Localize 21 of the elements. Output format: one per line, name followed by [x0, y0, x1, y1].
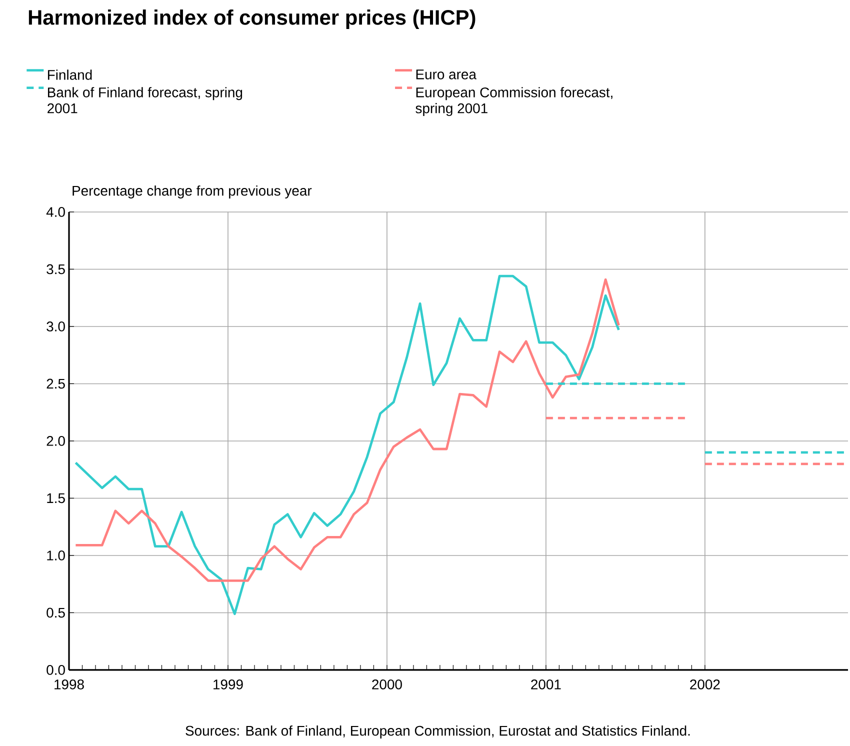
x-tick-label: 1999 [214, 679, 243, 690]
y-tick-label: 4.0 [46, 207, 65, 217]
y-tick-label: 0.0 [46, 665, 65, 675]
source-note: Sources: Bank of Finland, European Commission, Eurostat and Statistics Finland. [186, 725, 690, 738]
y-tick-label: 3.0 [46, 322, 65, 332]
y-tick-label: 2.5 [46, 378, 65, 389]
y-tick-label: 0.5 [46, 608, 65, 618]
legend-label: Euro area [416, 70, 476, 80]
x-tick-label: 2000 [372, 679, 402, 690]
y-tick-label: 3.5 [46, 264, 65, 274]
y-tick-label: 1.5 [47, 493, 65, 504]
legend-label: Bank of Finland forecast, spring 2001 [48, 87, 242, 114]
legend-label: European Commission forecast, spring 2001 [416, 87, 612, 116]
x-tick-label: 1998 [54, 679, 84, 690]
y-tick-label: 1.0 [47, 550, 65, 560]
x-tick-label: 2002 [690, 679, 720, 690]
y-tick-label: 2.0 [46, 436, 65, 446]
x-tick-label: 2001 [531, 679, 561, 690]
y-axis-title: Percentage change from previous year [72, 185, 312, 198]
legend-label: Finland [48, 70, 92, 80]
chart-title: Harmonized index of consumer prices (HICP) [28, 10, 476, 30]
